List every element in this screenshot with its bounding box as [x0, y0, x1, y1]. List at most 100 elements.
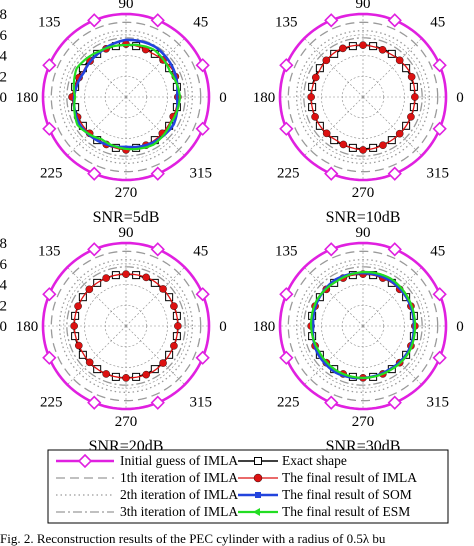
r-tick-label: 0.0	[0, 319, 7, 335]
data-point	[87, 13, 102, 28]
legend-swatch-marker	[254, 457, 262, 465]
legend: Initial guess of IMLA 1th iteration of I…	[47, 449, 449, 524]
data-point	[324, 395, 339, 410]
series-line	[58, 29, 194, 165]
grid-spoke	[362, 96, 422, 156]
panel-title: SNR=5dB	[93, 209, 160, 226]
grid-spoke	[362, 267, 422, 327]
data-point	[170, 302, 178, 310]
data-point	[142, 370, 150, 379]
data-point	[395, 56, 404, 65]
data-point	[42, 121, 57, 136]
legend-iter3-label: 3th iteration of IMLA	[120, 504, 238, 519]
data-point	[330, 49, 339, 58]
series-line	[72, 43, 181, 151]
data-point	[315, 64, 324, 73]
data-point	[85, 285, 94, 294]
angle-tick-label: 0	[456, 90, 464, 106]
data-point	[150, 13, 165, 28]
angle-tick-label: 90	[119, 0, 134, 12]
data-point	[387, 13, 402, 28]
series-line	[50, 21, 202, 173]
data-point	[150, 166, 165, 181]
series-line	[50, 250, 202, 402]
data-point	[74, 341, 83, 350]
data-point	[122, 374, 130, 382]
data-point	[324, 166, 339, 181]
grid-spoke	[67, 267, 127, 327]
series-line	[58, 258, 194, 394]
r-tick-label: 0.6	[0, 28, 8, 44]
angle-tick-label: 270	[352, 414, 375, 430]
data-point	[432, 350, 447, 365]
angle-tick-label: 45	[193, 14, 208, 30]
angle-tick-label: 315	[426, 166, 449, 182]
data-point	[142, 273, 150, 282]
data-point	[87, 242, 102, 257]
r-tick-label: 0.8	[0, 236, 7, 252]
data-point	[85, 358, 94, 367]
data-point	[387, 166, 402, 181]
data-point	[195, 58, 210, 73]
data-point	[402, 64, 411, 73]
data-point	[432, 287, 447, 302]
data-point	[122, 270, 130, 278]
r-tick-label: 0.0	[0, 90, 7, 106]
angle-tick-label: 135	[275, 243, 298, 259]
data-point	[170, 342, 178, 350]
data-point	[42, 287, 57, 302]
angle-tick-label: 225	[40, 395, 63, 411]
grid-spoke	[125, 38, 185, 98]
grid-circle	[63, 263, 189, 389]
legend-initial-label: Initial guess of IMLA	[120, 453, 238, 468]
angle-tick-label: 180	[16, 90, 39, 106]
series-line	[66, 266, 186, 386]
data-point	[150, 365, 159, 374]
data-point	[395, 129, 404, 138]
legend-swatch-marker	[253, 473, 263, 483]
angle-tick-label: 225	[40, 166, 63, 182]
r-tick-label: 0.8	[0, 7, 7, 23]
angle-tick-label: 90	[356, 225, 371, 241]
data-point	[87, 395, 102, 410]
data-point	[432, 121, 447, 136]
data-point	[322, 56, 331, 65]
angle-tick-label: 315	[426, 395, 449, 411]
polar-panels: 045901351802252703150.00.20.40.60.8r/λSN…	[0, 0, 464, 455]
legend-swatches	[56, 453, 278, 516]
legend-imla-label: The final result of IMLA	[282, 470, 417, 485]
angle-tick-label: 180	[16, 319, 39, 335]
grid-spoke	[125, 325, 185, 385]
legend-exact-label: Exact shape	[282, 453, 347, 468]
grid-spoke	[362, 325, 422, 385]
data-point	[387, 242, 402, 257]
angle-tick-label: 180	[253, 90, 276, 106]
figure-caption: Fig. 2. Reconstruction results of the PE…	[0, 531, 386, 546]
angle-tick-label: 315	[189, 395, 212, 411]
angle-tick-label: 45	[430, 243, 445, 259]
data-point	[279, 58, 294, 73]
data-point	[379, 141, 387, 149]
data-point	[159, 359, 167, 367]
grid-spoke	[67, 325, 127, 385]
data-point	[102, 370, 110, 378]
grid-spoke	[304, 325, 364, 385]
data-point	[195, 350, 210, 365]
data-point	[279, 287, 294, 302]
data-point	[407, 113, 415, 121]
grid-circle	[300, 34, 426, 160]
data-point	[74, 302, 82, 310]
data-point	[195, 287, 210, 302]
data-point	[432, 58, 447, 73]
angle-tick-label: 135	[275, 14, 298, 30]
data-point	[324, 13, 339, 28]
data-point	[311, 113, 319, 121]
angle-tick-label: 270	[352, 185, 375, 201]
legend-iter2-label: 2th iteration of IMLA	[120, 487, 238, 502]
grid-spoke	[304, 38, 364, 98]
data-point	[339, 140, 348, 149]
angle-tick-label: 315	[189, 166, 212, 182]
r-tick-label: 0.2	[0, 298, 7, 314]
r-tick-label: 0.2	[0, 69, 7, 85]
